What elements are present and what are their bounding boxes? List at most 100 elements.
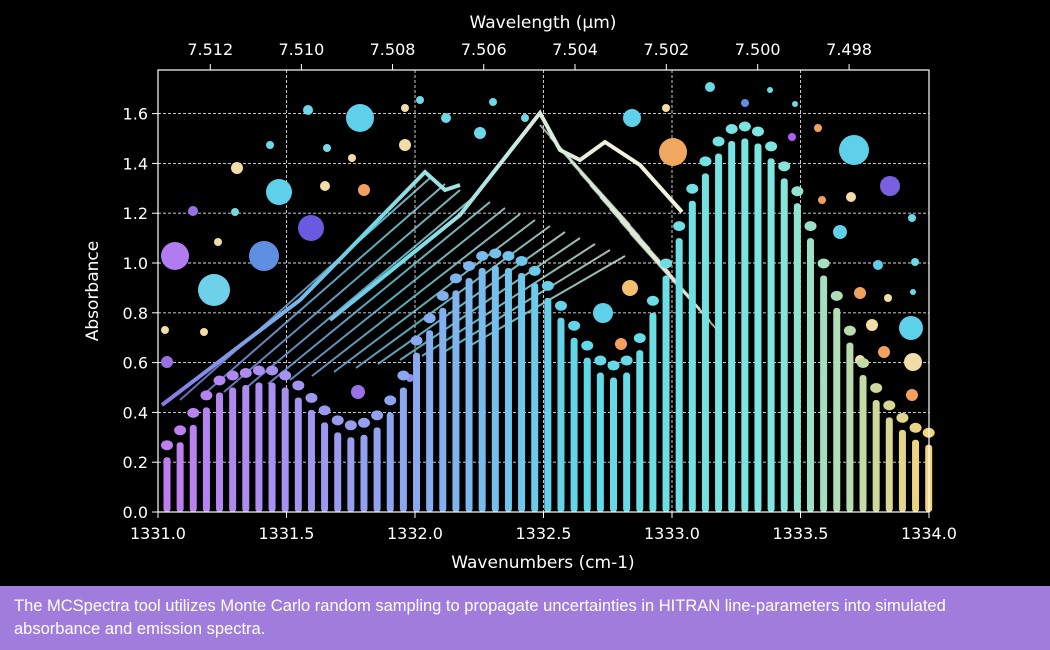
decorative-dot [161, 242, 189, 270]
x-tick-label: 1332.5 [516, 524, 572, 543]
bars [160, 121, 935, 513]
bar [531, 282, 539, 512]
top-tick-label: 7.512 [187, 40, 233, 59]
decorative-dot [622, 280, 638, 296]
bar-cap [620, 355, 633, 366]
decorative-dot [788, 133, 796, 141]
bar-cap [200, 390, 213, 401]
bar [255, 382, 263, 512]
decorative-dot [846, 192, 856, 202]
bar-cap [266, 365, 279, 376]
decorative-dot [200, 328, 208, 336]
mountain-stripe [333, 219, 536, 373]
bar-cap [502, 250, 515, 261]
bar-cap [384, 395, 397, 406]
bar-cap [830, 290, 843, 301]
bar [728, 140, 736, 513]
decorative-dot [346, 104, 374, 132]
mountain-stripe [245, 195, 476, 389]
decorative-dot [266, 179, 292, 205]
bar-cap [883, 400, 896, 411]
bar-cap [765, 141, 778, 152]
bar [820, 275, 828, 512]
decorative-dot [792, 101, 798, 107]
mountain-stripe [289, 207, 506, 381]
bar-cap [279, 370, 292, 381]
bar-cap [541, 280, 554, 291]
decorative-dot [884, 294, 892, 302]
bar-cap [226, 370, 239, 381]
decorative-dot [489, 98, 497, 106]
decorative-dot [818, 196, 826, 204]
bar-cap [896, 412, 909, 423]
x-axis-label: Wavenumbers (cm-1) [451, 553, 634, 573]
bar-cap [331, 415, 344, 426]
decorative-dot [911, 258, 919, 266]
bar-cap [660, 258, 673, 269]
y-tick-label: 0.0 [123, 503, 148, 522]
top-tick-label: 7.510 [278, 40, 324, 59]
bar [833, 307, 841, 512]
bar [452, 290, 460, 512]
decorative-dot [866, 319, 878, 331]
y-tick-label: 1.6 [123, 105, 148, 124]
bar [268, 382, 276, 512]
bar-cap [673, 221, 686, 232]
bar-cap [371, 410, 384, 421]
bar-cap [476, 250, 489, 261]
x-tick-label: 1333.5 [773, 524, 829, 543]
decorative-dot [249, 241, 279, 271]
bar-cap [515, 255, 528, 266]
y-axis-label: Absorbance [83, 241, 103, 341]
bar [491, 265, 499, 512]
bar [465, 277, 473, 512]
bar-cap [738, 121, 751, 132]
bar-cap [410, 335, 423, 346]
bar-cap [712, 136, 725, 147]
decorative-dot [474, 127, 486, 139]
bar [386, 412, 394, 512]
top-tick-label: 7.500 [735, 40, 781, 59]
bar [662, 275, 670, 512]
x-tick-label: 1332.0 [387, 524, 443, 543]
bar [360, 434, 368, 512]
bar-cap [843, 325, 856, 336]
bar [898, 429, 906, 512]
bar-cap [607, 360, 620, 371]
decorative-dot [814, 124, 822, 132]
decorative-dot [320, 181, 330, 191]
decorative-dot [615, 338, 627, 350]
bar [885, 417, 893, 512]
decorative-dot [593, 303, 613, 323]
bar-cap [213, 375, 226, 386]
bar [413, 352, 421, 512]
decorative-dot [214, 238, 222, 246]
bar [176, 442, 184, 512]
bar [793, 203, 801, 513]
decorative-dot [904, 353, 922, 371]
decorative-dot [899, 316, 923, 340]
bar-cap [554, 300, 567, 311]
bar-cap [344, 420, 357, 431]
decorative-dot [623, 109, 641, 127]
decorative-dot [351, 385, 365, 399]
bar-cap [528, 265, 541, 276]
bar [294, 397, 302, 512]
top-tick-label: 7.506 [461, 40, 507, 59]
decorative-dot [198, 274, 230, 306]
bar-cap [436, 290, 449, 301]
bar [321, 422, 329, 512]
bar [347, 437, 355, 512]
bar [741, 138, 749, 512]
bar [504, 267, 512, 512]
bar [163, 457, 171, 512]
decorative-dot [231, 162, 243, 174]
x-tick-label: 1331.0 [130, 524, 186, 543]
bar [281, 387, 289, 512]
bar [859, 375, 867, 512]
bar-cap [646, 295, 659, 306]
bar-cap [489, 248, 502, 259]
bar [610, 377, 618, 512]
top-tick-label: 7.502 [643, 40, 689, 59]
bar [583, 357, 591, 512]
